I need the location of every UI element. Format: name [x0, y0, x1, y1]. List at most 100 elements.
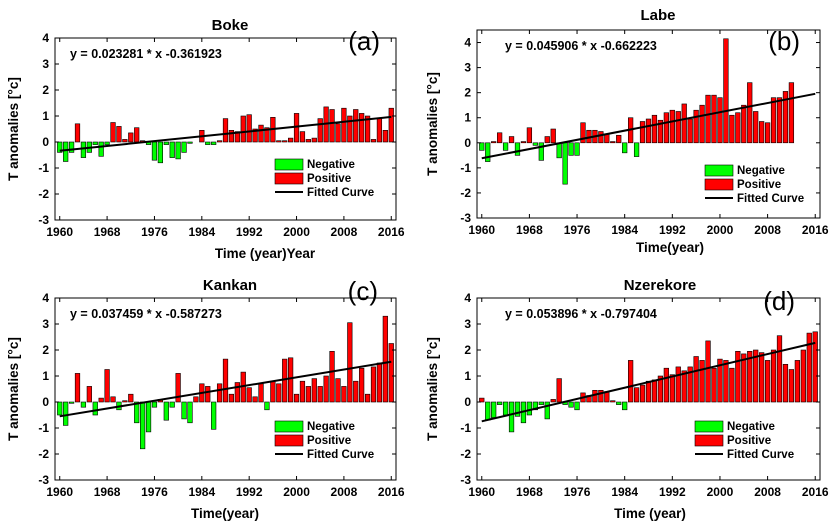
bar-1963 — [74, 373, 81, 403]
bar-1972 — [128, 393, 134, 403]
bar-1967 — [520, 141, 527, 144]
bar-1990 — [657, 375, 664, 403]
bar-1986 — [633, 142, 640, 157]
bar-1975 — [568, 142, 574, 156]
bar-1965 — [86, 386, 92, 403]
x-tick-label: 2016 — [378, 225, 405, 239]
bar-1995 — [264, 401, 270, 411]
bar-2015 — [382, 130, 388, 143]
plot-frame — [54, 297, 397, 481]
legend-swatch-positive — [694, 434, 724, 447]
bar-1999 — [288, 357, 294, 403]
bar-1969 — [532, 401, 538, 411]
bar-1973 — [556, 378, 562, 403]
bar-1971 — [544, 401, 550, 420]
fitted-curve-line — [59, 115, 392, 152]
bar-1984 — [622, 401, 628, 411]
bar-1990 — [657, 119, 664, 144]
bar-2013 — [370, 139, 377, 143]
bar-2008 — [341, 107, 347, 143]
bar-2011 — [359, 367, 365, 403]
y-tick-label: -2 — [38, 447, 49, 461]
bar-1993 — [252, 396, 258, 403]
legend-label: Positive — [307, 173, 351, 185]
x-tick-label: 1968 — [94, 485, 121, 499]
bar-2007 — [335, 378, 341, 403]
fit-equation: y = 0.037459 * x -0.587273 — [70, 307, 222, 321]
bar-1987 — [639, 121, 646, 144]
bar-1964 — [80, 401, 87, 408]
bar-1985 — [628, 360, 634, 403]
x-tick-label: 1960 — [46, 485, 73, 499]
x-tick-label: 2000 — [283, 485, 310, 499]
x-tick-label: 1960 — [468, 485, 495, 499]
bar-1999 — [711, 94, 717, 144]
bar-1974 — [140, 401, 146, 450]
bar-1982 — [187, 401, 193, 424]
bar-1969 — [110, 396, 116, 403]
bar-1985 — [205, 386, 211, 403]
bar-1968 — [526, 127, 533, 144]
legend-label: Positive — [307, 435, 351, 447]
y-tick-label: 4 — [42, 291, 49, 305]
bar-2010 — [353, 109, 359, 143]
y-axis-label: T anomalies [°c] — [6, 337, 21, 441]
bar-1997 — [699, 360, 705, 403]
bar-1977 — [157, 141, 163, 164]
bar-2006 — [329, 109, 335, 143]
x-tick-label: 1968 — [94, 225, 121, 239]
bar-1993 — [252, 128, 258, 143]
bar-1968 — [104, 141, 110, 145]
x-tick-label: 1984 — [188, 485, 215, 499]
bar-1978 — [163, 141, 169, 145]
fit-equation: y = 0.053896 * x -0.797404 — [505, 307, 657, 321]
y-tick-label: -3 — [38, 473, 49, 487]
bar-2016 — [388, 343, 394, 403]
bar-1960 — [479, 397, 485, 403]
bar-1985 — [205, 141, 211, 145]
bar-1997 — [276, 383, 282, 403]
x-tick-label: 2008 — [754, 485, 781, 499]
bar-2011 — [782, 363, 789, 403]
bar-2003 — [311, 378, 317, 403]
y-tick-label: -1 — [38, 161, 49, 175]
bar-2015 — [382, 315, 388, 403]
bar-2005 — [323, 375, 329, 403]
bar-2010 — [353, 380, 359, 403]
x-tick-label: 2008 — [754, 223, 781, 237]
legend-label: Negative — [307, 159, 355, 171]
y-tick-label: 3 — [464, 317, 471, 331]
bar-1980 — [598, 131, 604, 144]
bar-2016 — [388, 107, 394, 143]
x-tick-label: 1976 — [564, 223, 591, 237]
legend-swatch-positive — [704, 178, 734, 191]
x-tick-label: 2008 — [331, 485, 358, 499]
bar-1970 — [116, 126, 122, 143]
bar-1972 — [550, 128, 556, 144]
bar-2002 — [305, 139, 311, 143]
plot-frame — [54, 37, 397, 221]
x-tick-label: 1992 — [659, 223, 686, 237]
y-tick-label: -2 — [460, 186, 471, 200]
bar-1999 — [711, 367, 717, 403]
bar-1969 — [110, 122, 116, 143]
y-tick-label: 4 — [464, 36, 471, 50]
bar-1964 — [502, 401, 509, 416]
bar-1975 — [568, 401, 574, 408]
bar-1998 — [705, 94, 711, 144]
bar-2012 — [788, 82, 795, 144]
bar-1983 — [616, 401, 622, 405]
fit-equation: y = 0.023281 * x -0.361923 — [70, 47, 222, 61]
bar-2009 — [770, 349, 777, 403]
bar-2002 — [729, 367, 735, 403]
plot-frame — [476, 29, 821, 219]
chart-panel-nzerekore: -3 -2 -1 0 1 2 3 4 1960 1968 1976 1984 1992 2000 2008 2… — [425, 277, 829, 521]
bar-2001 — [723, 38, 729, 144]
bar-1993 — [675, 111, 681, 144]
bar-1987 — [216, 383, 223, 403]
bar-1970 — [538, 142, 544, 161]
bar-1988 — [645, 380, 652, 403]
bar-2006 — [753, 111, 759, 144]
legend-swatch-negative — [704, 164, 734, 177]
y-tick-label: 4 — [464, 291, 471, 305]
